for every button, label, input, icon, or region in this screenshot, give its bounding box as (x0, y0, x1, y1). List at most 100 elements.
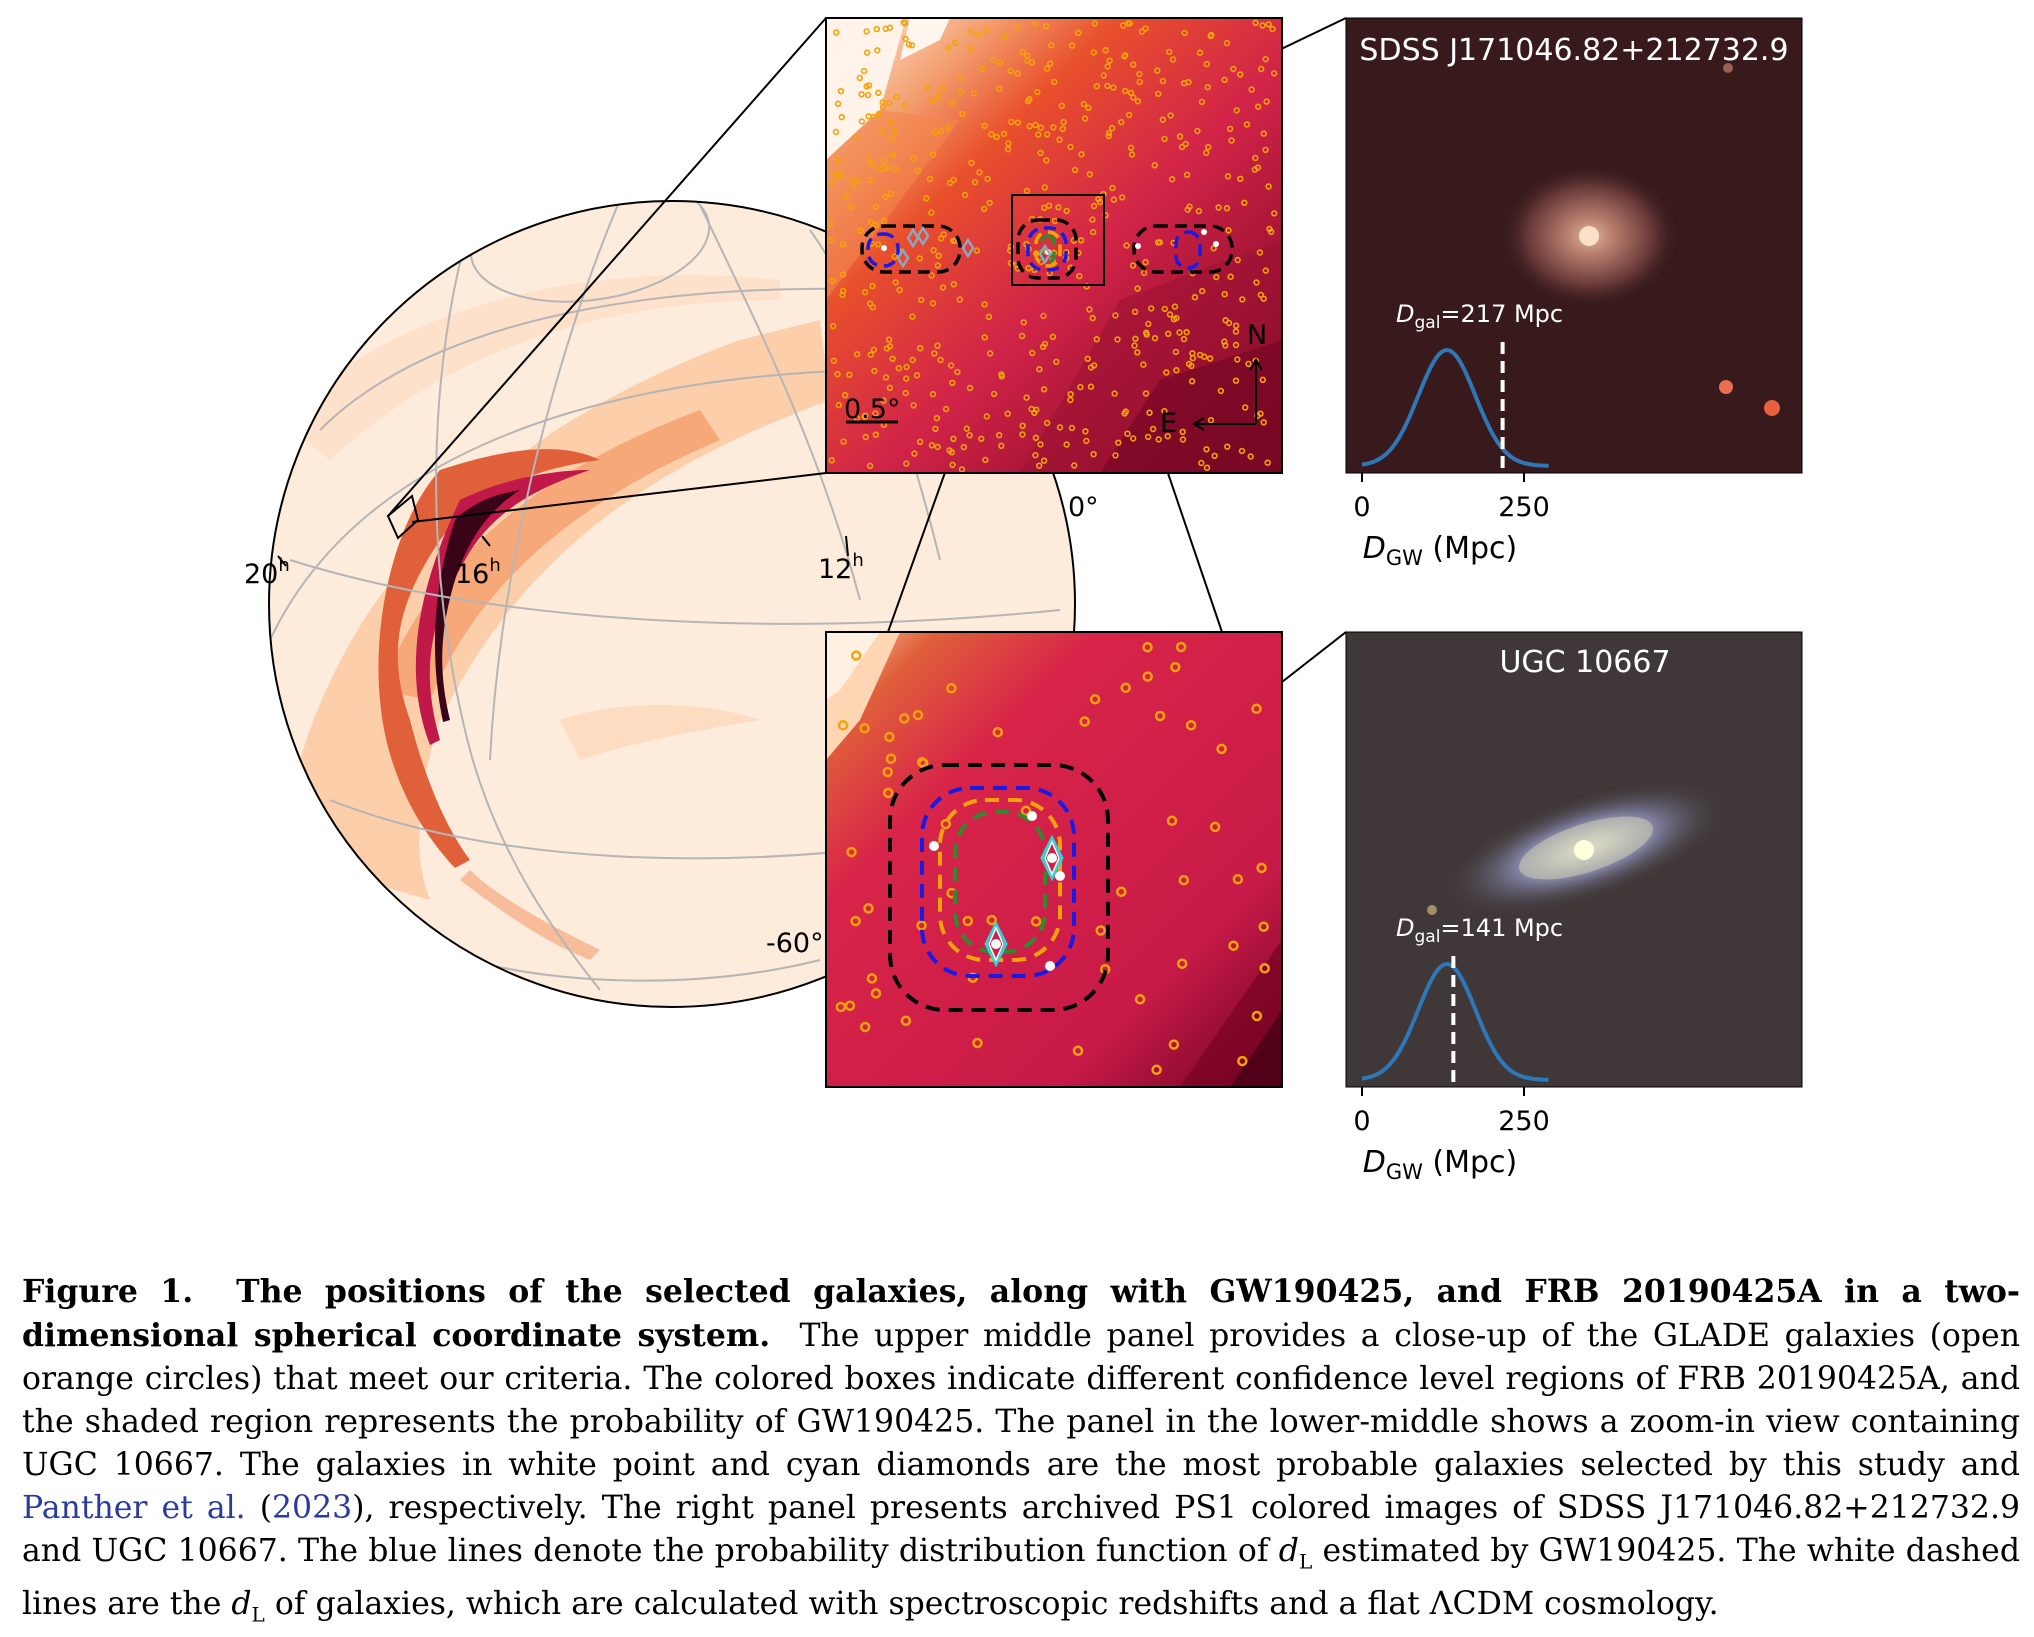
glade-galaxy-marker (929, 151, 937, 158)
glade-galaxy-marker (1204, 143, 1212, 151)
glade-galaxy-marker (1166, 815, 1178, 827)
glade-galaxy-marker (1173, 367, 1180, 374)
glade-galaxy-marker (860, 67, 868, 75)
glade-galaxy-marker (1253, 279, 1260, 286)
glade-galaxy-marker (875, 89, 882, 97)
glade-galaxy-marker (1033, 406, 1040, 413)
glade-galaxy-marker (1024, 57, 1031, 64)
glade-galaxy-marker (1260, 130, 1268, 137)
glade-galaxy-marker (1083, 437, 1090, 445)
glade-galaxy-marker (1179, 436, 1187, 443)
glade-galaxy-marker (1241, 404, 1249, 411)
glade-galaxy-marker (1043, 157, 1050, 164)
glade-galaxy-marker (885, 99, 893, 107)
glade-galaxy-marker (1164, 433, 1171, 440)
glade-galaxy-marker (867, 351, 874, 358)
glade-galaxy-marker (1115, 439, 1122, 446)
citation-link[interactable]: Panther et al. (22, 1490, 246, 1526)
glade-galaxy-marker (932, 425, 939, 432)
ra-label-12h: 12h (818, 550, 864, 585)
glade-galaxy-marker (880, 397, 887, 404)
glade-galaxy-marker (1035, 462, 1043, 469)
glade-galaxy-marker (1232, 377, 1240, 384)
glade-galaxy-marker (866, 300, 874, 307)
glade-galaxy-marker (1045, 202, 1053, 209)
glade-galaxy-marker (839, 271, 847, 278)
x-axis-label-panel-1: DGW (Mpc) (1363, 531, 1518, 570)
glade-galaxy-marker (1151, 162, 1158, 169)
glade-galaxy-marker (1076, 272, 1083, 280)
glade-galaxy-marker (1093, 336, 1101, 343)
glade-galaxy-marker (1121, 87, 1129, 95)
glade-galaxy-marker (849, 184, 857, 191)
glade-galaxy-marker (1102, 46, 1109, 54)
glade-galaxy-marker (1165, 48, 1173, 56)
glade-galaxy-marker (1142, 641, 1153, 653)
glade-galaxy-marker (1032, 452, 1039, 459)
glade-galaxy-marker (1105, 129, 1113, 137)
glade-galaxy-marker (1089, 228, 1097, 236)
glade-galaxy-marker (1227, 273, 1234, 280)
glade-galaxy-marker (1075, 29, 1082, 36)
glade-galaxy-marker (1232, 873, 1244, 885)
glade-galaxy-marker (863, 49, 871, 56)
glade-galaxy-marker (986, 199, 993, 207)
glade-galaxy-marker (1063, 441, 1070, 448)
glade-galaxy-marker (886, 343, 894, 350)
glade-galaxy-marker (1259, 963, 1270, 974)
glade-galaxy-marker (886, 384, 894, 391)
glade-galaxy-marker (829, 322, 837, 330)
glade-galaxy-marker (835, 401, 842, 409)
glade-galaxy-marker (948, 449, 955, 456)
glade-galaxy-marker (934, 262, 941, 269)
glade-galaxy-marker (839, 291, 846, 299)
glade-galaxy-marker (856, 74, 863, 82)
glade-galaxy-marker (982, 27, 990, 34)
glade-galaxy-marker (833, 29, 840, 36)
glade-galaxy-marker (903, 363, 910, 371)
glade-galaxy-marker (1163, 369, 1170, 376)
glade-galaxy-marker (1243, 121, 1251, 128)
glade-galaxy-marker (1170, 316, 1178, 323)
glade-galaxy-marker (1014, 70, 1021, 77)
glade-galaxy-marker (1106, 57, 1113, 64)
glade-galaxy-marker (916, 920, 927, 931)
glade-galaxy-marker (866, 973, 878, 984)
glade-galaxy-marker (998, 442, 1005, 449)
glade-galaxy-marker (1207, 417, 1215, 424)
glade-galaxy-marker (1018, 332, 1026, 340)
glade-galaxy-marker (1161, 305, 1169, 313)
glade-galaxy-marker (902, 35, 909, 42)
glade-galaxy-marker (867, 219, 875, 226)
glade-galaxy-marker (1228, 137, 1235, 144)
glade-galaxy-marker (1042, 23, 1050, 30)
glade-galaxy-marker (1262, 55, 1269, 63)
glade-galaxy-marker (1176, 329, 1183, 336)
glade-galaxy-marker (835, 157, 842, 165)
glade-galaxy-marker (958, 466, 966, 473)
glade-galaxy-marker (1020, 319, 1027, 326)
glade-galaxy-marker (968, 159, 975, 167)
x-tick-250-panel-1: 250 (1498, 492, 1550, 523)
glade-galaxy-marker (1091, 20, 1099, 27)
glade-galaxy-marker (1004, 146, 1012, 153)
glade-galaxy-marker (1104, 63, 1111, 70)
glade-galaxy-marker (976, 169, 983, 176)
glade-galaxy-marker (882, 193, 889, 201)
glade-galaxy-marker (1234, 256, 1241, 264)
glade-galaxy-marker (1155, 90, 1162, 98)
glade-galaxy-marker (1175, 641, 1187, 653)
citation-year-link[interactable]: 2023 (272, 1490, 353, 1526)
glade-galaxy-marker (1198, 459, 1205, 467)
glade-galaxy-marker (853, 351, 861, 358)
glade-galaxy-marker (1008, 118, 1015, 126)
glade-galaxy-marker (930, 247, 937, 254)
glade-galaxy-marker (835, 171, 842, 178)
galaxy-title-2: UGC 10667 (1499, 645, 1670, 680)
glade-galaxy-marker (1221, 76, 1228, 84)
glade-galaxy-marker (974, 31, 982, 38)
glade-galaxy-marker (1263, 98, 1270, 105)
glade-galaxy-marker (866, 462, 874, 469)
glade-galaxy-marker (1161, 135, 1168, 143)
glade-galaxy-marker (826, 237, 834, 244)
